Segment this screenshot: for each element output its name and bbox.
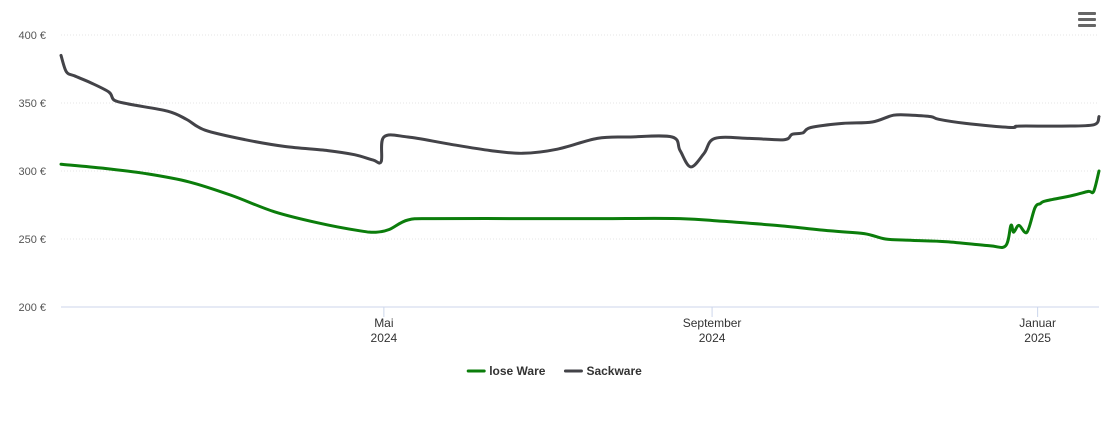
series-line-sackware[interactable]: [59, 53, 1101, 169]
x-tick-label-month: Januar: [1019, 316, 1056, 330]
x-tick-label-year: 2024: [371, 331, 398, 345]
x-tick-label-year: 2024: [699, 331, 726, 345]
legend-item[interactable]: Sackware: [563, 364, 642, 378]
x-tick-label-month: Mai: [374, 316, 393, 330]
series-line-lose-ware[interactable]: [59, 162, 1101, 249]
legend-label: Sackware: [586, 364, 642, 378]
grid-lines: [61, 34, 1099, 240]
y-tick-label: 350 €: [18, 98, 46, 110]
y-tick-label: 250 €: [18, 234, 46, 246]
menu-bar: [1078, 18, 1096, 21]
y-tick-label: 400 €: [18, 30, 46, 42]
y-tick-label: 200 €: [18, 302, 46, 314]
series-lines: [59, 53, 1101, 249]
chart-menu-icon[interactable]: [1076, 12, 1098, 32]
legend-item[interactable]: lose Ware: [466, 364, 546, 378]
menu-bar: [1078, 24, 1096, 27]
legend[interactable]: lose Ware Sackware: [466, 364, 642, 378]
y-axis: 200 € 250 € 300 € 350 € 400 €: [18, 30, 46, 314]
x-tick-label-year: 2025: [1024, 331, 1051, 345]
legend-label: lose Ware: [489, 364, 546, 378]
menu-bar: [1078, 12, 1096, 15]
x-tick-label-month: September: [683, 316, 742, 330]
y-tick-label: 300 €: [18, 166, 46, 178]
